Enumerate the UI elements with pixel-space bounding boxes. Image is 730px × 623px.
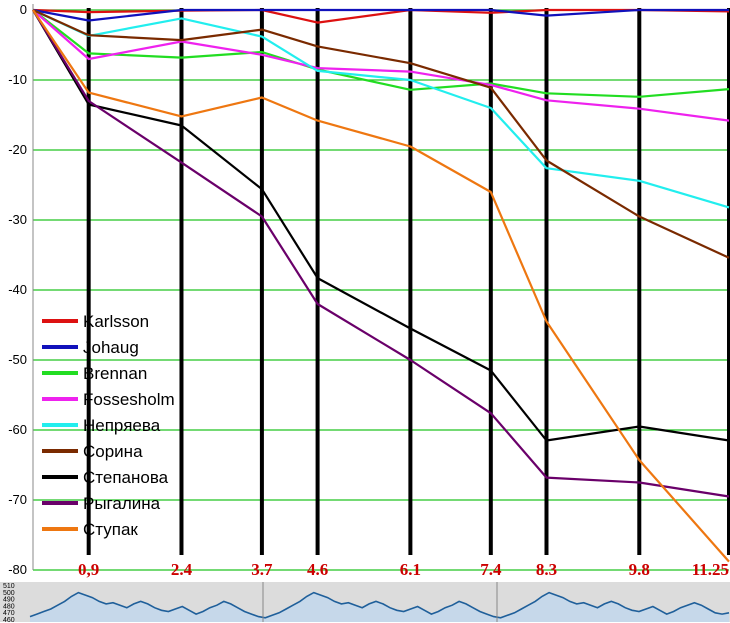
series-line [32,9,730,498]
y-tick-label: 0 [20,2,27,17]
profile-tick-label: 490 [3,597,15,604]
x-tick-label: 9.8 [629,560,650,579]
legend-label: Степанова [83,468,169,487]
series-line [32,8,729,22]
series-line [32,9,730,122]
profile-area [30,592,729,622]
series-line [32,9,730,98]
series-line [32,9,730,209]
y-tick-label: -30 [8,212,27,227]
y-tick-label: -80 [8,562,27,577]
x-tick-label: 7.4 [480,560,502,579]
legend-label: Рыгалина [83,494,161,513]
y-tick-label: -10 [8,72,27,87]
series-line [32,9,730,563]
y-axis: 0 -10 -20 -30 -40 -50 -60 -70 -80 [8,2,27,577]
series-line [32,8,730,24]
legend-label: Karlsson [83,312,149,331]
series-line [32,8,730,259]
profile-tick-label: 470 [3,610,15,617]
y-tick-label: -60 [8,422,27,437]
gridlines [32,4,729,571]
x-tick-label: 2.4 [171,560,193,579]
x-tick-label: 6.1 [400,560,421,579]
series-lines [32,8,730,563]
profile-tick-label: 510 [3,583,15,590]
x-axis-labels: 0,9 2.4 3.7 4.6 6.1 7.4 8.3 9.8 11.25 [78,560,729,579]
legend-label: Johaug [83,338,139,357]
legend-label: Сорина [83,442,143,461]
series-line [32,9,730,442]
profile-tick-label: 480 [3,603,15,610]
y-tick-label: -70 [8,492,27,507]
profile-line [29,591,730,619]
x-tick-label: 3.7 [251,560,273,579]
legend-label: Fossesholm [83,390,175,409]
legend-label: Ступак [83,520,138,539]
x-tick-label: 0,9 [78,560,99,579]
legend-label: Brennan [83,364,147,383]
x-tick-label: 11.25 [692,560,729,579]
y-tick-label: -40 [8,282,27,297]
profile-tick-label: 460 [3,617,15,623]
x-tick-label: 4.6 [307,560,328,579]
y-tick-label: -50 [8,352,27,367]
profile-tick-label: 500 [3,590,15,597]
legend: Karlsson Johaug Brennan Fossesholm Непряева С… [42,312,175,539]
legend-label: Непряева [83,416,161,435]
y-tick-label: -20 [8,142,27,157]
x-tick-label: 8.3 [536,560,557,579]
